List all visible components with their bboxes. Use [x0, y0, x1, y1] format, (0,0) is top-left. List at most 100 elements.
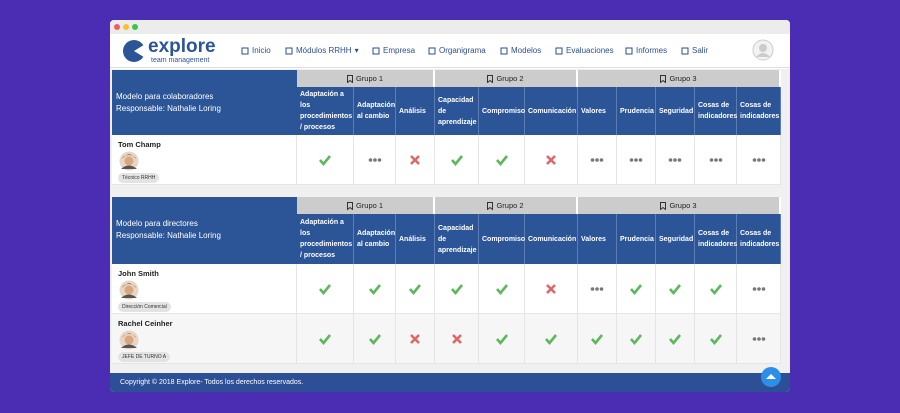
nav-label: Organigrama [439, 46, 486, 55]
status-icon [525, 264, 578, 314]
group-label: Grupo 2 [496, 201, 524, 210]
browser-window: explore team management Inicio Módulos RR… [110, 20, 790, 392]
title-bar [110, 20, 790, 34]
column-header: Prudencia [617, 87, 656, 135]
nav-icon [681, 47, 689, 54]
logo: explore [148, 36, 216, 57]
column-header: Cosas de indicadores [695, 87, 737, 135]
column-header: Análisis [396, 87, 435, 135]
status-icon [354, 264, 396, 314]
nav-label: Inicio [252, 46, 271, 55]
status-icon [435, 135, 479, 185]
group-label: Grupo 3 [669, 74, 697, 83]
status-icon [617, 314, 656, 364]
model-name: Modelo para colaboradores [116, 92, 214, 101]
status-icon [435, 264, 479, 314]
nav-item[interactable]: Modelos [500, 46, 541, 55]
status-icon [578, 264, 617, 314]
status-icon [617, 135, 656, 185]
column-header: Compromiso [479, 87, 525, 135]
nav-label: Evaluaciones [566, 46, 614, 55]
group-header: Grupo 1 [297, 70, 435, 87]
status-icon [525, 314, 578, 364]
scroll-top-button[interactable] [760, 366, 782, 388]
avatar [119, 330, 139, 350]
status-icon [737, 264, 781, 314]
column-header: Capacidad de aprendizaje [435, 214, 479, 264]
nav-item[interactable]: Organigrama [428, 46, 486, 55]
column-header: Análisis [396, 214, 435, 264]
status-icon [297, 264, 354, 314]
status-icon [297, 314, 354, 364]
status-icon [737, 314, 781, 364]
column-header: Cosas de indicadores [737, 87, 781, 135]
column-header: Cosas de indicadores [737, 214, 781, 264]
column-header: Prudencia [617, 214, 656, 264]
model-responsible: Responsable: Nathalie Loring [116, 104, 221, 113]
column-header: Capacidad de aprendizaje [435, 87, 479, 135]
status-icon [297, 135, 354, 185]
avatar [119, 280, 139, 300]
column-header: Valores [578, 87, 617, 135]
role-badge-wrap: Dirección Comercial [118, 302, 290, 312]
nav-item[interactable]: Informes [625, 46, 667, 55]
status-icon [479, 135, 525, 185]
copyright: Copyright © 2018 Explore- Todos los dere… [120, 379, 304, 386]
nav-label: Módulos RRHH [296, 46, 352, 55]
status-icon [354, 314, 396, 364]
caret: ▾ [354, 46, 359, 55]
person-name: Tom Champ [118, 140, 161, 149]
status-icon [396, 314, 435, 364]
model-header: Modelo para directores Responsable: Natha… [112, 197, 297, 264]
column-header: Adaptación al cambio [354, 214, 396, 264]
column-header: Comunicación [525, 87, 578, 135]
nav-item[interactable]: Módulos RRHH ▾ [285, 46, 359, 55]
status-icon [737, 135, 781, 185]
status-icon [617, 264, 656, 314]
column-header: Compromiso [479, 214, 525, 264]
role-badge: Dirección Comercial [118, 302, 171, 312]
window-controls [114, 24, 138, 30]
nav-icon [428, 47, 436, 54]
status-icon [354, 135, 396, 185]
status-icon [396, 135, 435, 185]
role-badge-wrap: JEFE DE TURNO A [118, 352, 290, 362]
column-header: Seguridad [656, 214, 695, 264]
status-icon [479, 314, 525, 364]
logo-icon [123, 40, 147, 62]
nav-icon [285, 47, 293, 54]
role-badge: Técnico RRHH [118, 173, 160, 183]
status-icon [396, 264, 435, 314]
nav-label: Modelos [511, 46, 542, 55]
column-header: Adaptación a los procedimientos / proces… [297, 87, 354, 135]
column-header: Adaptación a los procedimientos / proces… [297, 214, 354, 264]
group-label: Grupo 3 [669, 201, 697, 210]
group-header: Grupo 3 [578, 197, 781, 214]
person-cell: John Smith Dirección Comercial [112, 264, 297, 314]
user-avatar[interactable] [752, 39, 774, 61]
nav-item[interactable]: Salir [681, 46, 708, 55]
logo-tagline: team management [151, 57, 210, 64]
column-header: Seguridad [656, 87, 695, 135]
nav-item[interactable]: Evaluaciones [555, 46, 614, 55]
status-icon [656, 264, 695, 314]
status-icon [656, 135, 695, 185]
footer: Copyright © 2018 Explore- Todos los dere… [110, 373, 790, 392]
group-header: Grupo 3 [578, 70, 781, 87]
nav-item[interactable]: Inicio [241, 46, 271, 55]
nav-item[interactable]: Empresa [372, 46, 415, 55]
group-label: Grupo 1 [355, 201, 384, 210]
group-label: Grupo 1 [355, 74, 384, 83]
status-icon [578, 314, 617, 364]
status-icon [695, 264, 737, 314]
model-name: Modelo para directores [116, 219, 198, 228]
avatar [119, 151, 139, 171]
group-header: Grupo 2 [435, 197, 578, 214]
status-icon [578, 135, 617, 185]
nav-label: Empresa [383, 46, 416, 55]
column-header: Comunicación [525, 214, 578, 264]
nav-icon [500, 47, 508, 54]
nav-label: Informes [636, 46, 668, 55]
person-name: John Smith [118, 269, 159, 278]
